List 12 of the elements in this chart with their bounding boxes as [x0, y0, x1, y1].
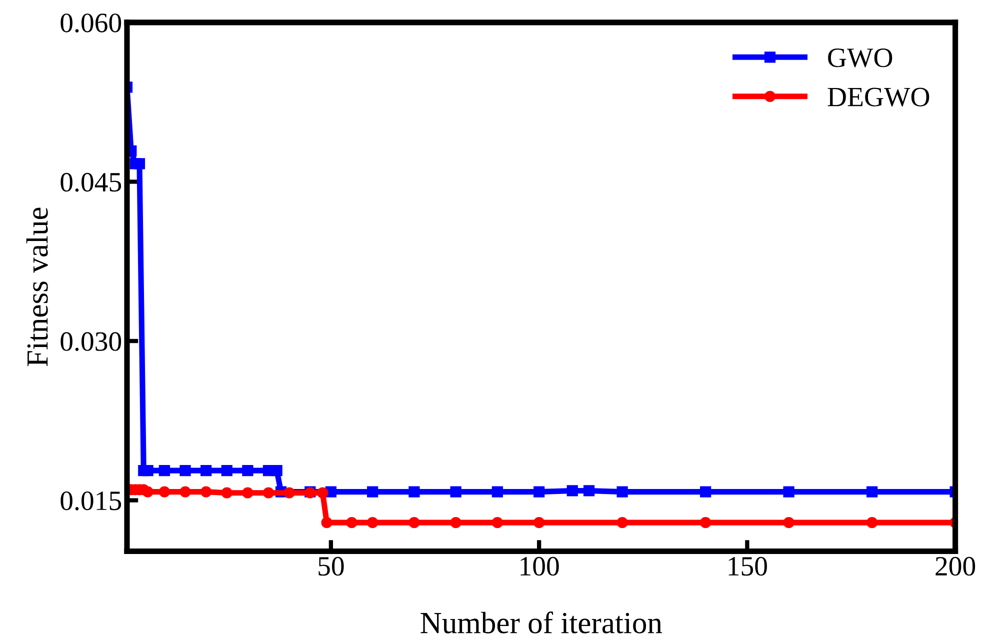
x-tick-label: 150 — [728, 556, 767, 576]
y-axis-title: Fitness value — [26, 208, 48, 366]
legend-label: GWO — [828, 48, 892, 68]
x-tick-label: 100 — [520, 556, 559, 576]
x-axis-title: Number of iteration — [420, 612, 662, 634]
y-tick-label: 0.030 — [60, 332, 122, 352]
x-tick-label: 50 — [318, 556, 344, 576]
y-tick-label: 0.045 — [60, 172, 122, 192]
x-tick-label: 200 — [936, 556, 976, 576]
y-tick-label: 0.015 — [60, 491, 122, 510]
legend-label: DEGWO — [828, 88, 930, 107]
y-tick-label: 0.060 — [60, 14, 122, 32]
